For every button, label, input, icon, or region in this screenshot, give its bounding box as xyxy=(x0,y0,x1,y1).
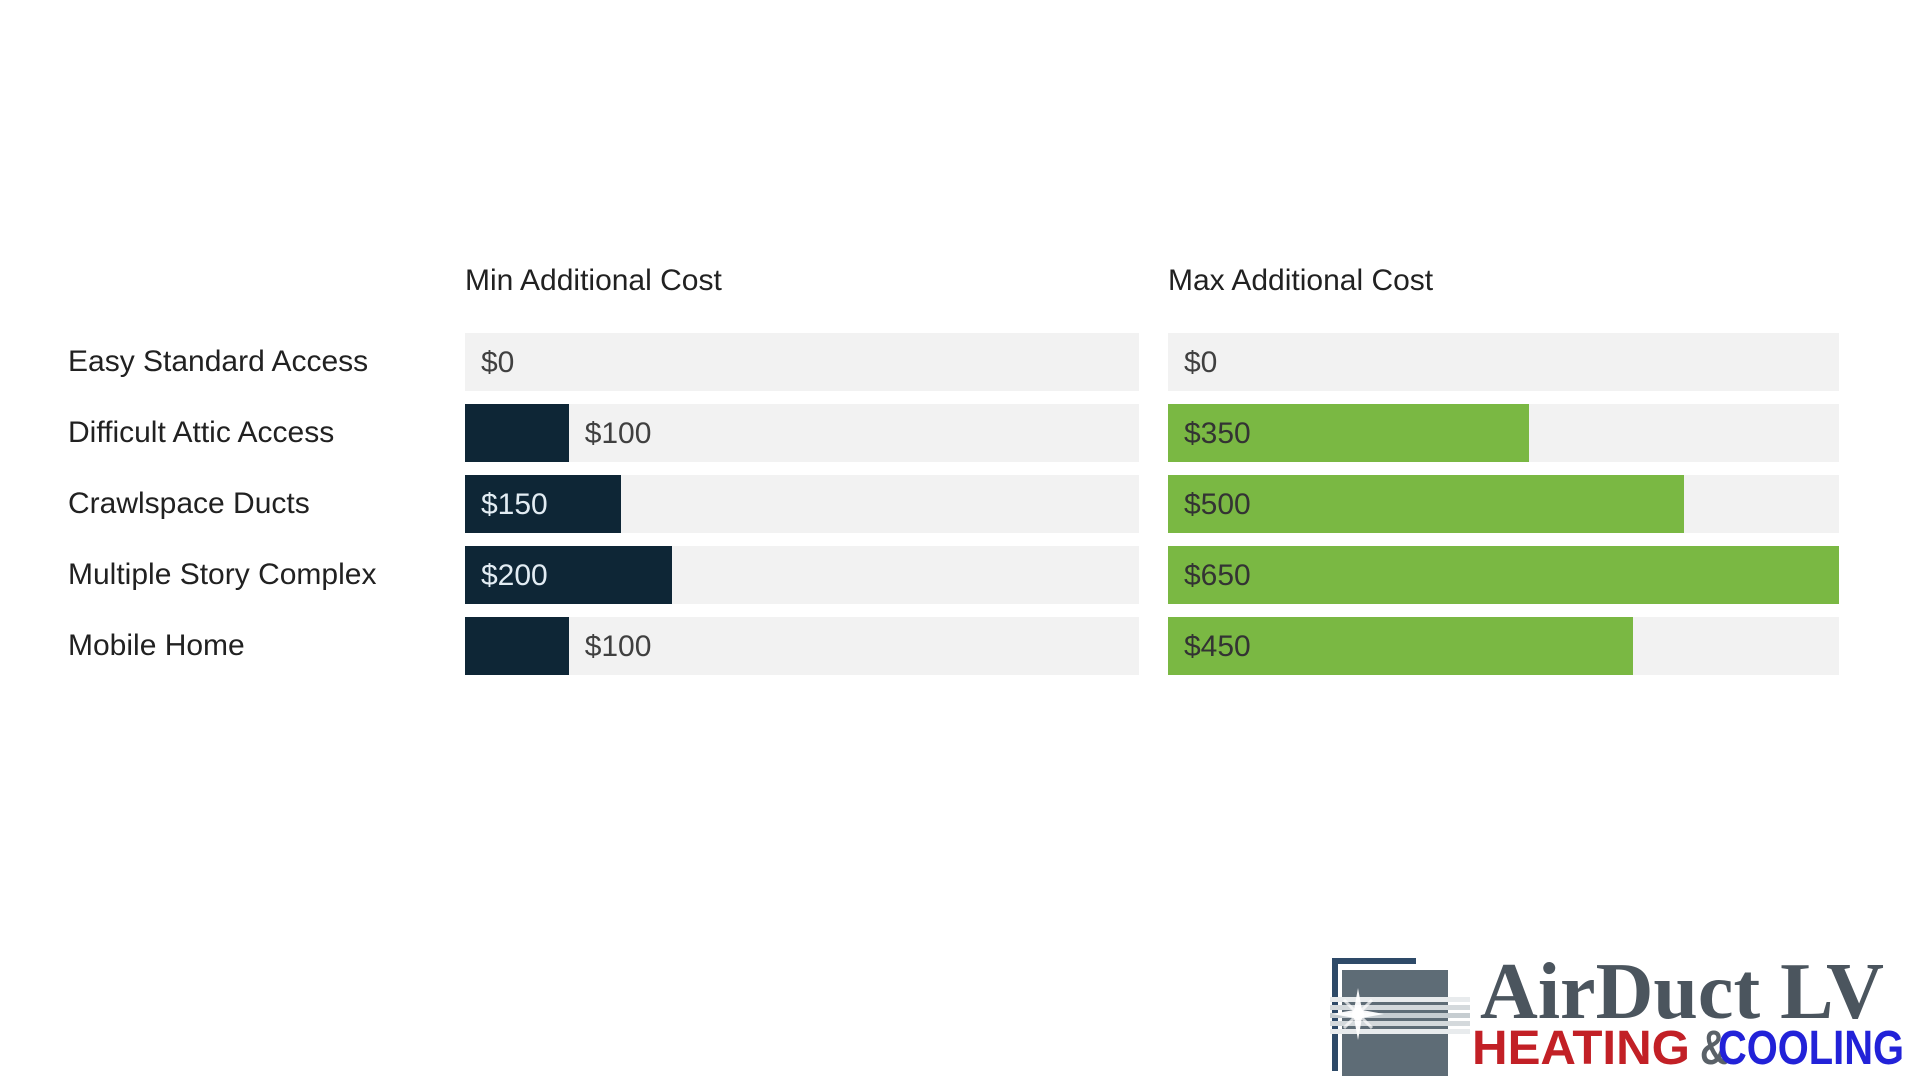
min-cost-bar xyxy=(465,546,673,604)
column-gutter xyxy=(1139,404,1168,462)
bar-track: $150 xyxy=(465,475,1139,533)
column-gutter xyxy=(1139,475,1168,533)
bar-track: $200 xyxy=(465,546,1139,604)
min-cost-cell: $200 xyxy=(465,546,1139,604)
category-label: Easy Standard Access xyxy=(68,345,369,378)
value-label: $150 xyxy=(481,488,548,521)
value-label: $200 xyxy=(481,559,548,592)
max-cost-bar xyxy=(1168,475,1685,533)
column-gutter xyxy=(1139,333,1168,391)
min-cost-cell: $0 xyxy=(465,333,1139,391)
value-label: $100 xyxy=(584,630,652,663)
column-gutter xyxy=(1139,546,1168,604)
additional-cost-bar-chart: Min Additional Cost Max Additional Cost … xyxy=(68,262,1839,675)
max-cost-bar xyxy=(1168,546,1839,604)
max-cost-bar xyxy=(1168,617,1633,675)
cooling-text: COOLING xyxy=(1718,1022,1904,1075)
max-cost-cell: $500 xyxy=(1168,475,1839,533)
category-label: Mobile Home xyxy=(68,629,245,662)
brand-text: AirDuct LV xyxy=(1480,950,1884,1036)
max-cost-cell: $650 xyxy=(1168,546,1839,604)
min-cost-bar xyxy=(465,404,569,462)
value-label: $0 xyxy=(481,346,515,379)
max-cost-cell: $450 xyxy=(1168,617,1839,675)
header-spacer xyxy=(68,262,465,320)
max-cost-cell: $350 xyxy=(1168,404,1839,462)
bar-track: $100 xyxy=(465,404,1139,462)
value-label: $350 xyxy=(1184,417,1251,450)
min-cost-bar xyxy=(465,475,621,533)
value-label: $0 xyxy=(1184,346,1218,379)
max-cost-bar xyxy=(1168,404,1530,462)
value-label: $450 xyxy=(1184,630,1251,663)
value-label: $650 xyxy=(1184,559,1251,592)
min-cost-bar xyxy=(465,617,569,675)
ampersand-text: & xyxy=(1700,1022,1728,1075)
bar-track: $450 xyxy=(1168,617,1839,675)
bar-track: $500 xyxy=(1168,475,1839,533)
heating-text: HEATING xyxy=(1472,1022,1690,1075)
min-cost-cell: $100 xyxy=(465,617,1139,675)
logo-graphic: AirDuct LV HEATING & COOLING xyxy=(1330,948,1904,1076)
bar-track: $650 xyxy=(1168,546,1839,604)
category-label: Crawlspace Ducts xyxy=(68,487,310,520)
bar-track: $0 xyxy=(1168,333,1839,391)
min-cost-cell: $100 xyxy=(465,404,1139,462)
max-cost-cell: $0 xyxy=(1168,333,1839,391)
value-label: $500 xyxy=(1184,488,1251,521)
category-label: Multiple Story Complex xyxy=(68,558,377,591)
column-gutter xyxy=(1139,262,1168,320)
bar-track: $350 xyxy=(1168,404,1839,462)
tagline: HEATING & COOLING xyxy=(1472,1022,1904,1075)
max-additional-cost-header: Max Additional Cost xyxy=(1168,264,1434,297)
min-additional-cost-header: Min Additional Cost xyxy=(465,264,722,297)
value-label: $100 xyxy=(584,417,652,450)
airduct-lv-logo: AirDuct LV HEATING & COOLING xyxy=(1330,948,1916,1080)
bar-track: $0 xyxy=(465,333,1139,391)
bar-track: $100 xyxy=(465,617,1139,675)
category-label: Difficult Attic Access xyxy=(68,416,335,449)
min-cost-cell: $150 xyxy=(465,475,1139,533)
starburst-icon xyxy=(1332,988,1384,1040)
duct-stripes-icon xyxy=(1330,997,1470,1034)
column-gutter xyxy=(1139,617,1168,675)
